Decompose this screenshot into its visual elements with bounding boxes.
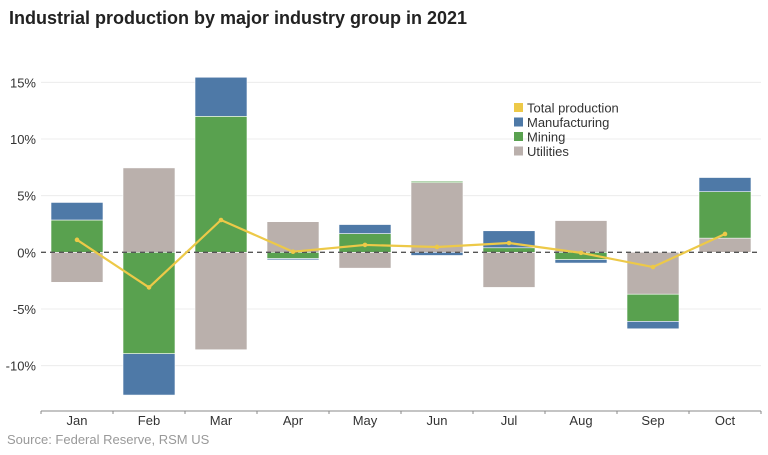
bar-manufacturing <box>554 259 608 264</box>
bar-mining <box>410 180 464 183</box>
source-note: Source: Federal Reserve, RSM US <box>7 432 210 447</box>
bar-mining <box>626 293 680 322</box>
x-tick-label: Sep <box>641 413 664 428</box>
legend-swatch <box>514 103 523 112</box>
bar-mining <box>122 252 176 355</box>
bar-manufacturing <box>194 76 248 117</box>
total-production-point <box>650 264 656 270</box>
bar-utilities <box>50 252 104 283</box>
bar-manufacturing <box>50 202 104 221</box>
bar-manufacturing <box>122 353 176 396</box>
y-tick-label: -5% <box>13 302 37 317</box>
total-production-line <box>76 218 726 289</box>
bar-utilities <box>482 252 536 288</box>
y-tick-label: 0% <box>17 245 36 260</box>
x-tick-label: Mar <box>210 413 233 428</box>
bar-utilities <box>554 220 608 253</box>
bar-mining <box>698 191 752 239</box>
legend-label: Total production <box>527 101 619 116</box>
bar-manufacturing <box>338 224 392 234</box>
bar-utilities <box>410 182 464 253</box>
legend-label: Utilities <box>527 144 569 159</box>
x-tick-label: Oct <box>715 413 736 428</box>
legend-swatch <box>514 117 523 127</box>
y-tick-label: -10% <box>6 359 37 374</box>
legend-swatch <box>514 132 523 141</box>
total-production-point <box>722 231 728 237</box>
total-production-point <box>434 244 440 250</box>
bar-manufacturing <box>266 258 320 261</box>
bar-mining <box>50 219 104 253</box>
x-tick-label: Jan <box>67 413 88 428</box>
total-production-point <box>578 250 584 256</box>
total-production-point <box>74 237 80 243</box>
x-tick-label: Aug <box>569 413 592 428</box>
bar-utilities <box>698 237 752 253</box>
x-tick-label: Jul <box>501 413 518 428</box>
total-production-point <box>290 249 296 255</box>
x-tick-label: May <box>353 413 378 428</box>
bar-utilities <box>338 252 392 269</box>
x-tick-label: Jun <box>427 413 448 428</box>
bar-mining <box>482 247 536 253</box>
y-tick-label: 10% <box>10 132 36 147</box>
x-tick-label: Feb <box>138 413 160 428</box>
total-production-point <box>218 217 224 223</box>
total-production-point <box>506 240 512 246</box>
legend-label: Manufacturing <box>527 115 609 130</box>
bar-manufacturing <box>698 177 752 192</box>
y-tick-label: 15% <box>10 75 36 90</box>
bar-manufacturing <box>626 321 680 330</box>
bar-mining <box>194 116 248 253</box>
total-production-point <box>146 285 152 290</box>
y-tick-label: 5% <box>17 189 36 204</box>
bar-utilities <box>122 167 176 253</box>
chart-title: Industrial production by major industry … <box>9 8 468 28</box>
bar-utilities <box>266 221 320 253</box>
x-tick-label: Apr <box>283 413 304 428</box>
legend-swatch <box>514 146 523 156</box>
total-production-point <box>362 242 368 248</box>
bar-utilities <box>194 252 248 351</box>
legend-label: Mining <box>527 130 565 145</box>
